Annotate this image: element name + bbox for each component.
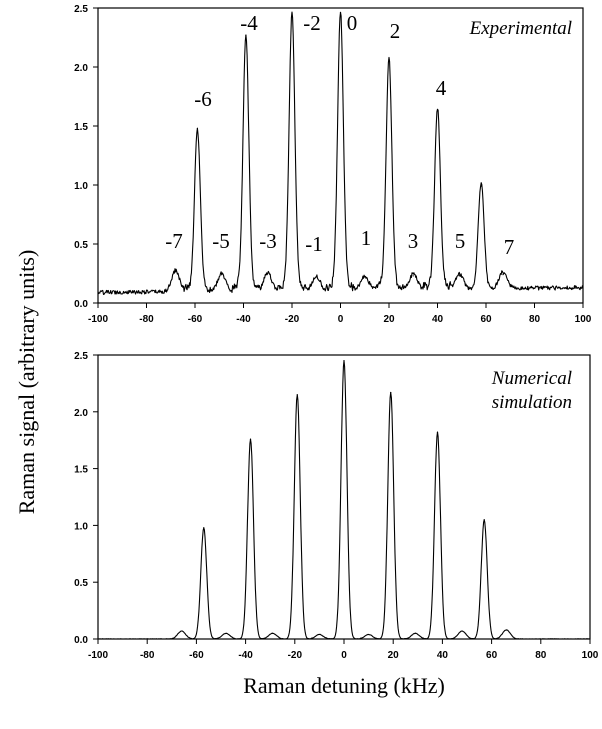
x-tick-label: 100 [575, 314, 592, 325]
x-tick-label: 40 [437, 650, 449, 661]
x-tick-label: 20 [388, 650, 400, 661]
y-tick-label: 2.0 [74, 63, 88, 74]
x-tick-label: 0 [341, 650, 347, 661]
peak-order-label: -1 [305, 232, 323, 256]
peak-point [505, 629, 507, 631]
y-axis-label: Raman signal (arbitrary units) [14, 250, 39, 515]
peak-order-label: 7 [504, 235, 515, 259]
x-tick-label: 100 [582, 650, 599, 661]
peak-point [315, 276, 317, 278]
peak-point [368, 633, 370, 636]
y-tick-label: 2.5 [74, 351, 88, 362]
x-tick-label: 60 [480, 314, 492, 325]
y-tick-label: 2.0 [74, 408, 88, 419]
x-tick-label: 60 [486, 650, 498, 661]
peak-order-label: -2 [303, 11, 321, 35]
peak-point [412, 275, 414, 277]
peak-order-label: 2 [390, 19, 401, 43]
panel-annotation: simulation [492, 392, 572, 413]
peak-point [343, 360, 345, 362]
x-tick-label: 40 [432, 314, 444, 325]
peak-point [388, 59, 390, 61]
peak-point [221, 272, 223, 275]
peak-point [458, 275, 460, 277]
y-tick-label: 0.5 [74, 578, 88, 589]
peak-order-label: -5 [212, 229, 230, 253]
x-tick-label: 20 [383, 314, 395, 325]
peak-order-label: -6 [194, 87, 212, 111]
y-tick-label: 1.5 [74, 122, 88, 133]
peak-point [502, 274, 504, 276]
y-tick-label: 1.5 [74, 465, 88, 476]
panel-annotation: Numerical [491, 368, 572, 389]
peak-point [296, 394, 298, 396]
peak-point [267, 272, 269, 275]
x-tick-label: -20 [285, 314, 300, 325]
peak-point [436, 108, 439, 111]
peak-point [480, 185, 482, 187]
y-tick-label: 0.5 [74, 240, 88, 251]
peak-point [291, 13, 293, 15]
peak-point [272, 632, 274, 634]
y-tick-label: 0.0 [74, 635, 88, 646]
peak-order-label: -4 [240, 11, 258, 35]
y-tick-label: 2.5 [74, 4, 88, 15]
peak-point [483, 519, 485, 521]
x-tick-label: -80 [139, 314, 154, 325]
peak-point [318, 633, 320, 636]
y-tick-label: 0.0 [74, 299, 88, 310]
panel-simulation: -100 -80 -60 -40 -20 0 20 40 60 80 100 0.0 0.5 1.0 1.5… [74, 351, 599, 661]
x-axis-label: Raman detuning (kHz) [243, 673, 445, 698]
x-tick-label: -40 [238, 650, 253, 661]
x-tick-label: 80 [535, 650, 547, 661]
peak-point [181, 630, 183, 632]
peak-point [249, 438, 252, 440]
peak-point [364, 276, 366, 278]
x-tick-label: -100 [88, 314, 108, 325]
peak-point [245, 34, 247, 36]
x-tick-label: -20 [288, 650, 303, 661]
peak-order-label: -3 [259, 229, 277, 253]
x-tick-label: 0 [338, 314, 344, 325]
y-tick-label: 1.0 [74, 181, 88, 192]
x-tick-label: -40 [236, 314, 251, 325]
peak-point [196, 127, 199, 129]
panel-annotation: Experimental [469, 18, 572, 39]
peak-point [461, 630, 463, 632]
peak-order-label: 3 [408, 229, 419, 253]
x-tick-label: -60 [189, 650, 204, 661]
peak-order-label: -7 [165, 229, 183, 253]
x-tick-label: -60 [188, 314, 203, 325]
peak-order-label: 5 [455, 229, 466, 253]
peak-point [203, 527, 205, 529]
x-tick-label: -80 [140, 650, 155, 661]
peak-point [225, 632, 227, 634]
y-tick-label: 1.0 [74, 521, 88, 532]
panel-experimental: -100 -80 -60 -40 -20 0 20 40 60 80 1000.00.51.01.5… [74, 4, 592, 325]
peak-point [175, 269, 177, 271]
peak-order-label: 0 [347, 11, 358, 35]
peak-point [414, 632, 416, 634]
peak-order-label: 4 [436, 76, 447, 100]
x-tick-label: 80 [529, 314, 541, 325]
peak-point [436, 431, 439, 433]
peak-order-label: 1 [361, 226, 372, 250]
x-tick-label: -100 [88, 650, 108, 661]
peak-point [339, 12, 342, 14]
peak-point [390, 391, 392, 394]
